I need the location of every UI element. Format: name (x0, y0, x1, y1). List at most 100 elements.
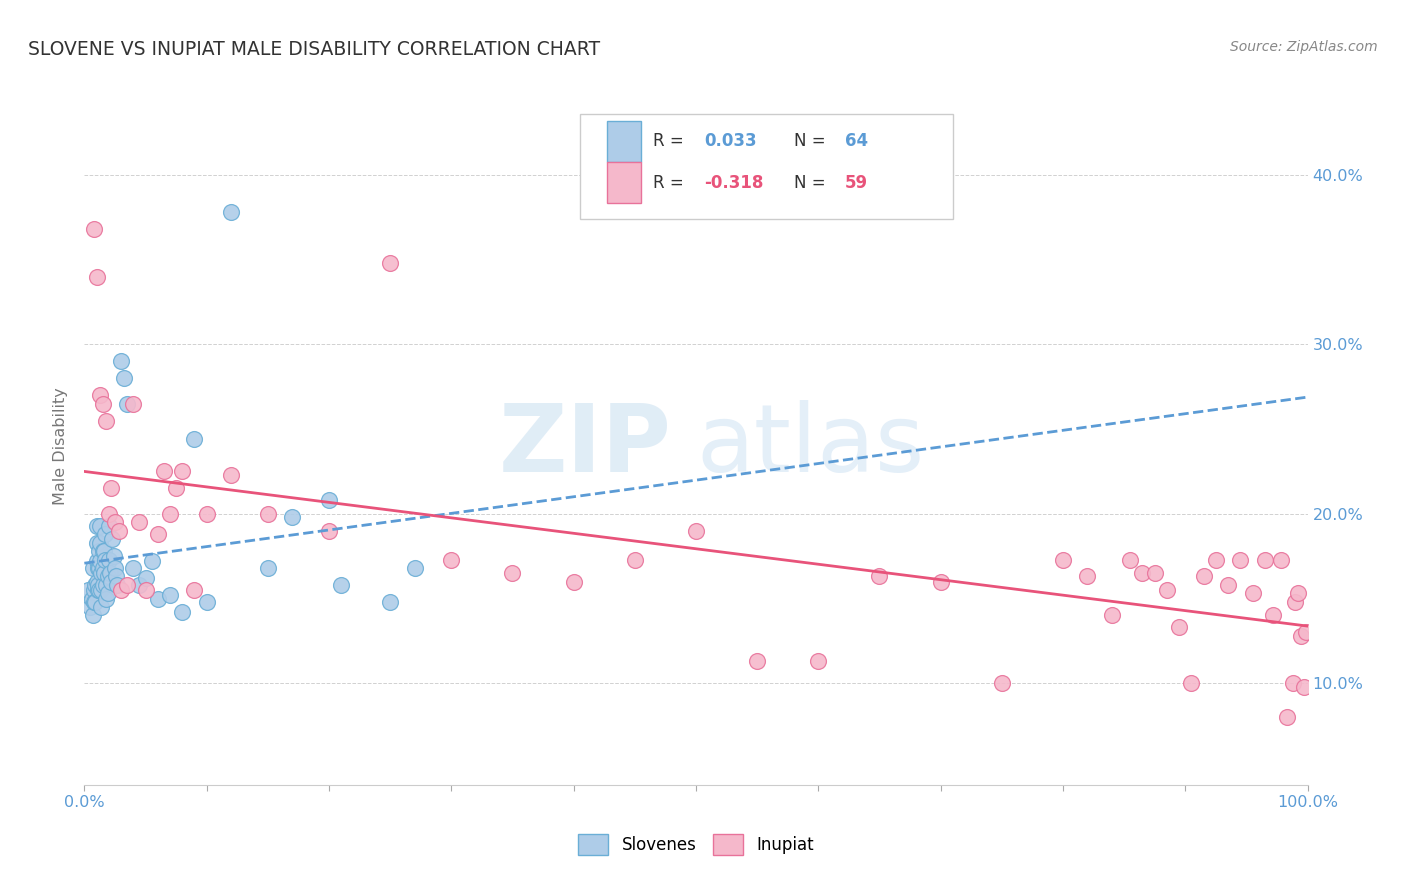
Point (1241, 586, 1264, 600)
Point (97, 569, 120, 583)
Point (96, 591, 118, 606)
Point (87, 544, 110, 558)
Point (93, 544, 115, 558)
Point (86, 518, 108, 533)
Point (94, 552, 117, 566)
Point (122, 396, 145, 410)
Point (1052, 552, 1074, 566)
Point (1292, 680, 1315, 694)
Point (281, 510, 304, 524)
Text: Source: ZipAtlas.com: Source: ZipAtlas.com (1230, 40, 1378, 54)
FancyBboxPatch shape (606, 121, 641, 161)
Point (105, 578, 128, 592)
Point (1286, 586, 1309, 600)
Point (1156, 583, 1178, 598)
Point (219, 467, 242, 482)
Point (685, 524, 707, 538)
Point (105, 569, 128, 583)
Point (1270, 552, 1292, 566)
Legend: Slovenes, Inupiat: Slovenes, Inupiat (578, 834, 814, 855)
Point (83, 595, 105, 609)
Point (1263, 608, 1285, 623)
Text: N =: N = (794, 132, 831, 151)
Y-axis label: Male Disability: Male Disability (53, 387, 69, 505)
Point (183, 432, 205, 446)
Point (98, 566, 121, 580)
Point (103, 549, 125, 564)
Point (146, 591, 169, 606)
Point (172, 464, 194, 478)
Point (1192, 569, 1215, 583)
Point (1295, 625, 1317, 640)
Point (153, 464, 176, 478)
FancyBboxPatch shape (579, 114, 953, 219)
Point (1275, 710, 1298, 724)
Point (86, 535, 108, 549)
Point (83, 583, 105, 598)
Point (165, 481, 187, 495)
Point (90, 583, 112, 598)
Point (94, 527, 117, 541)
Point (1101, 608, 1123, 623)
Point (1284, 595, 1306, 609)
Point (747, 654, 769, 668)
Point (128, 515, 150, 529)
Point (172, 605, 194, 619)
Point (128, 578, 150, 592)
Point (82, 561, 104, 575)
Text: 0.033: 0.033 (704, 132, 758, 151)
Point (257, 561, 280, 575)
Point (1205, 552, 1227, 566)
Point (122, 561, 145, 575)
Point (159, 507, 181, 521)
Point (195, 507, 218, 521)
Point (1291, 629, 1313, 643)
Text: R =: R = (654, 132, 689, 151)
Point (1132, 566, 1154, 580)
Point (135, 571, 157, 585)
Text: 64: 64 (845, 132, 869, 151)
Point (807, 654, 830, 668)
Point (1216, 578, 1239, 592)
Point (86, 269, 108, 284)
Point (87, 578, 110, 592)
Point (991, 676, 1014, 690)
Point (1119, 552, 1142, 566)
Text: R =: R = (654, 174, 689, 192)
Point (89, 535, 111, 549)
Point (869, 569, 891, 583)
Point (404, 561, 426, 575)
Point (562, 574, 585, 589)
Point (159, 588, 181, 602)
Point (87, 583, 110, 598)
Point (97, 507, 120, 521)
Point (146, 527, 169, 541)
Point (1282, 676, 1305, 690)
Point (100, 574, 122, 589)
Point (929, 574, 952, 589)
FancyBboxPatch shape (606, 162, 641, 203)
Point (100, 481, 122, 495)
Point (93, 566, 115, 580)
Text: ZIP: ZIP (499, 400, 672, 492)
Text: atlas: atlas (696, 400, 924, 492)
Point (219, 205, 242, 219)
Point (97, 518, 120, 533)
Point (110, 583, 132, 598)
Point (84, 578, 107, 592)
Point (112, 371, 135, 385)
Point (87, 583, 110, 598)
Point (1143, 566, 1166, 580)
Point (257, 507, 280, 521)
Point (79, 600, 101, 615)
Point (115, 396, 138, 410)
Point (80, 591, 103, 606)
Point (1076, 569, 1098, 583)
Point (1254, 552, 1277, 566)
Point (86, 554, 108, 568)
Point (1229, 552, 1251, 566)
Point (87, 561, 110, 575)
Point (83, 222, 105, 236)
Point (110, 354, 132, 368)
Point (89, 554, 111, 568)
